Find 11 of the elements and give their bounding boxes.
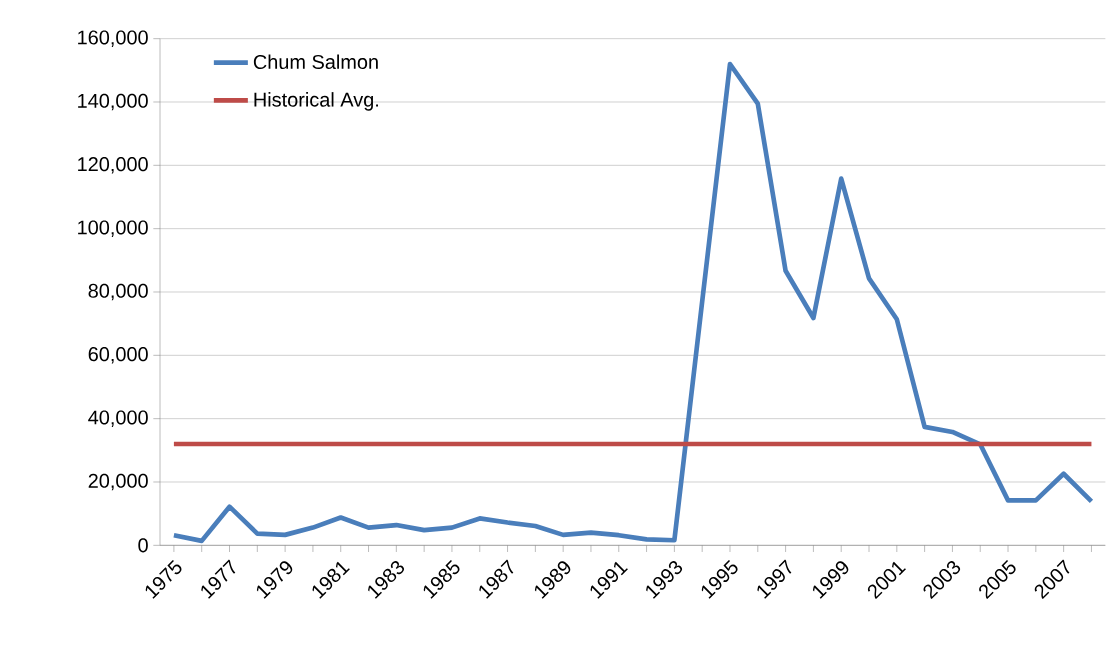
y-tick-label: 80,000 [88,283,148,301]
y-tick-label: 140,000 [78,93,148,111]
y-tick-label: 100,000 [78,220,148,237]
y-tick-label: 20,000 [88,473,148,491]
y-tick-label: 0 [138,538,148,553]
legend-label: Chum Salmon [253,54,378,69]
legend-label: Historical Avg. [254,92,378,111]
y-tick-label: 60,000 [88,347,148,364]
y-tick-label: 40,000 [88,410,148,427]
y-tick-label: 120,000 [78,157,148,174]
y-tick-label: 160,000 [78,30,148,47]
